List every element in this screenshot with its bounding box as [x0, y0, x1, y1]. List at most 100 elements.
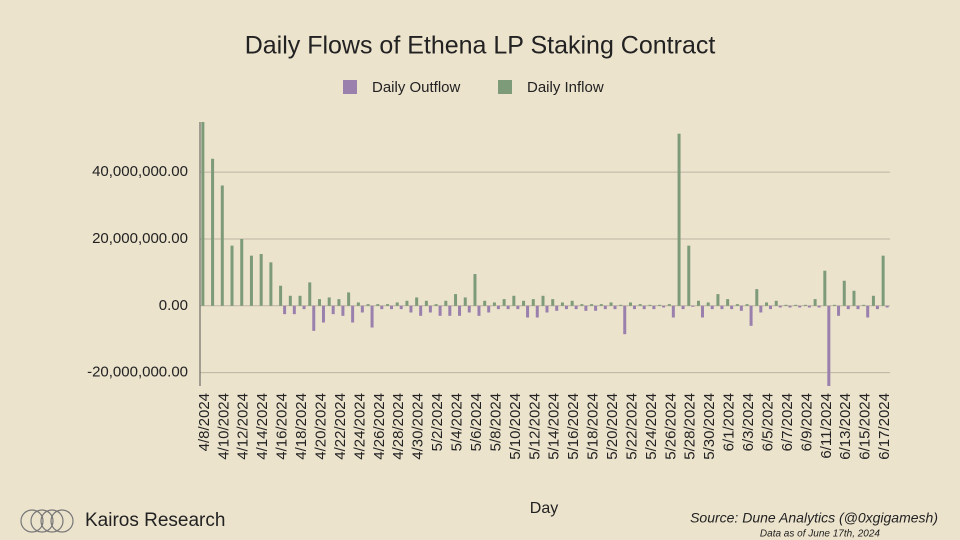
bar — [288, 295, 292, 306]
bar — [454, 294, 458, 306]
bar — [862, 304, 866, 306]
bar — [269, 262, 273, 306]
x-tick-label: 5/12/2024 — [526, 393, 543, 460]
bar — [798, 305, 802, 308]
bar — [794, 304, 798, 306]
bar — [885, 305, 889, 308]
bar — [803, 304, 807, 306]
bar — [438, 305, 442, 316]
bar — [545, 305, 549, 313]
bar — [599, 304, 603, 306]
bar — [386, 304, 390, 306]
bar — [662, 305, 666, 308]
bar — [370, 305, 374, 328]
bar — [220, 185, 224, 306]
bar — [866, 305, 870, 318]
bar — [652, 305, 656, 310]
legend-swatch — [343, 80, 357, 94]
bar — [555, 305, 559, 311]
bar — [390, 305, 394, 310]
y-tick-label: 40,000,000.00 — [92, 163, 188, 180]
bar — [632, 305, 636, 310]
bar — [619, 304, 623, 306]
bar — [512, 295, 516, 306]
chart-title: Daily Flows of Ethena LP Staking Contrac… — [245, 32, 716, 60]
bar — [541, 295, 545, 306]
bar — [564, 305, 568, 310]
bar — [259, 254, 263, 306]
bar — [784, 304, 788, 306]
bar — [502, 299, 506, 306]
bar — [337, 299, 341, 306]
bar — [590, 304, 594, 306]
bar — [833, 304, 837, 306]
bar — [535, 305, 539, 318]
x-tick-label: 4/10/2024 — [215, 393, 232, 460]
bar — [846, 305, 850, 310]
bar — [506, 305, 510, 310]
logo — [20, 509, 74, 533]
y-tick-label: -20,000,000.00 — [87, 364, 188, 381]
bar — [249, 255, 253, 306]
bar — [765, 302, 769, 306]
bar — [240, 238, 244, 306]
x-tick-label: 5/4/2024 — [449, 393, 466, 451]
bar — [317, 299, 321, 306]
bar — [677, 133, 681, 306]
bar — [283, 305, 287, 315]
x-tick-label: 5/24/2024 — [643, 393, 660, 460]
bar — [623, 305, 627, 335]
x-tick-label: 6/9/2024 — [798, 393, 815, 451]
bar — [658, 304, 662, 306]
x-tick-label: 4/8/2024 — [196, 393, 213, 451]
x-tick-label: 5/6/2024 — [468, 393, 485, 451]
x-tick-label: 6/13/2024 — [837, 393, 854, 460]
bar — [842, 280, 846, 306]
bar — [419, 305, 423, 316]
bar — [817, 305, 821, 308]
bar — [409, 305, 413, 313]
bar — [759, 305, 763, 313]
bar — [730, 305, 734, 310]
x-tick-label: 5/16/2024 — [565, 393, 582, 460]
bar — [628, 302, 632, 306]
y-tick-label: 0.00 — [159, 297, 188, 314]
bar — [428, 305, 432, 313]
bar — [487, 305, 491, 313]
x-tick-label: 4/26/2024 — [371, 393, 388, 460]
bar — [516, 305, 520, 310]
bar — [823, 270, 827, 306]
bar — [366, 304, 370, 306]
bar — [807, 305, 811, 308]
legend-swatch — [498, 80, 512, 94]
x-tick-label: 4/30/2024 — [410, 393, 427, 460]
x-tick-label: 5/18/2024 — [585, 393, 602, 460]
brand: Kairos Research — [85, 510, 225, 531]
legend-label: Daily Inflow — [527, 79, 604, 96]
bar — [292, 305, 296, 315]
x-tick-label: 4/28/2024 — [390, 393, 407, 460]
bar — [871, 295, 875, 306]
x-tick-label: 4/24/2024 — [351, 393, 368, 460]
x-tick-label: 6/11/2024 — [818, 393, 835, 459]
legend-label: Daily Outflow — [372, 79, 461, 96]
bar — [302, 305, 306, 310]
bar — [745, 304, 749, 306]
bar — [560, 302, 564, 306]
bar — [351, 305, 355, 323]
bar — [211, 158, 215, 306]
bar — [458, 305, 462, 316]
bar — [642, 305, 646, 310]
x-tick-label: 4/16/2024 — [274, 393, 291, 460]
bar — [492, 302, 496, 306]
bar — [671, 305, 675, 318]
bar — [613, 305, 617, 310]
bar — [331, 305, 335, 315]
bar — [434, 304, 438, 306]
bar — [347, 292, 351, 306]
bar — [710, 305, 714, 310]
bar — [380, 305, 384, 310]
bar — [522, 300, 526, 306]
